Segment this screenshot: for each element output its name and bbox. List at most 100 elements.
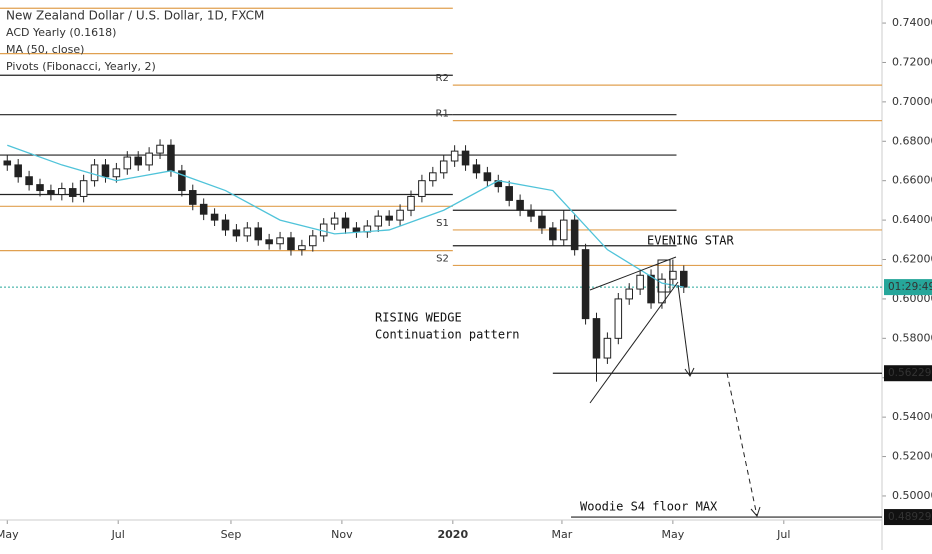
candle-body bbox=[341, 217, 350, 229]
annotation: Continuation pattern bbox=[375, 328, 520, 342]
candle-body bbox=[330, 217, 339, 225]
candle-body bbox=[439, 160, 448, 174]
pivot-label: S2 bbox=[436, 253, 449, 264]
candle-body bbox=[199, 203, 208, 215]
candle-body bbox=[68, 188, 77, 197]
x-tick-label: Mar bbox=[552, 528, 573, 541]
candle-body bbox=[221, 219, 230, 231]
candle-body bbox=[101, 164, 110, 178]
pivot-label: S1 bbox=[436, 218, 449, 229]
candle-body bbox=[407, 195, 415, 211]
arrow bbox=[677, 284, 691, 377]
y-tick-label: 0.50000 bbox=[892, 489, 932, 502]
price-tag bbox=[884, 279, 932, 296]
candle-body bbox=[276, 237, 284, 245]
candle-body bbox=[145, 152, 153, 166]
price-tag-label: 0.48929 bbox=[888, 511, 931, 523]
chart-title: New Zealand Dollar / U.S. Dollar, 1D, FX… bbox=[6, 9, 264, 23]
candle-body bbox=[352, 227, 361, 233]
pivot-label: R1 bbox=[436, 109, 449, 120]
arrow-head bbox=[750, 506, 761, 517]
candle-body bbox=[581, 249, 590, 320]
candle-body bbox=[254, 227, 263, 241]
price-tag-label: 0.56229 bbox=[888, 367, 931, 379]
arrow bbox=[726, 372, 758, 517]
candle-body bbox=[592, 318, 601, 359]
moving-average bbox=[7, 144, 684, 288]
candle-body bbox=[570, 219, 579, 251]
candle-body bbox=[680, 270, 688, 288]
candle-body bbox=[25, 176, 33, 186]
candle-body bbox=[298, 245, 306, 251]
candle-body bbox=[243, 227, 252, 237]
price-tag bbox=[884, 509, 932, 526]
price-tag bbox=[884, 365, 932, 382]
candle-body bbox=[461, 150, 470, 166]
candle-body bbox=[167, 144, 175, 172]
candle-body bbox=[112, 168, 121, 178]
candle-body bbox=[3, 160, 12, 166]
annotation: EVENING STAR bbox=[647, 234, 734, 248]
candle-body bbox=[188, 190, 197, 205]
wedge-line bbox=[589, 256, 677, 291]
candle-body bbox=[516, 199, 524, 211]
candle-body bbox=[429, 172, 437, 182]
indicator: ACD Yearly (0.1618) bbox=[6, 26, 116, 39]
x-tick-label: May bbox=[661, 528, 684, 541]
candle-body bbox=[527, 209, 535, 217]
candle-body bbox=[538, 215, 546, 229]
x-tick-label: Jul bbox=[776, 528, 790, 541]
indicator: Pivots (Fibonacci, Yearly, 2) bbox=[6, 60, 156, 73]
candle-body bbox=[625, 288, 633, 300]
candle-body bbox=[58, 188, 66, 195]
candle-body bbox=[309, 235, 317, 247]
candle-body bbox=[232, 229, 241, 237]
wedge-line bbox=[589, 281, 679, 404]
candle-body bbox=[14, 164, 22, 178]
candle-body bbox=[134, 156, 142, 166]
candle-body bbox=[123, 156, 132, 170]
x-tick-label: Jul bbox=[111, 528, 125, 541]
arrow-head bbox=[684, 367, 695, 377]
star-box bbox=[657, 259, 671, 293]
candle-body bbox=[614, 298, 623, 339]
candle-body bbox=[385, 215, 393, 221]
candle-body bbox=[658, 278, 666, 304]
x-tick-label: 2020 bbox=[438, 528, 469, 541]
pivot-label: R2 bbox=[436, 73, 449, 84]
candle-body bbox=[79, 180, 88, 197]
candle-body bbox=[36, 184, 44, 192]
annotation: RISING WEDGE bbox=[375, 311, 462, 325]
annotation: Woodie S4 floor MAX bbox=[580, 500, 718, 514]
candle-body bbox=[549, 227, 557, 241]
candle-body bbox=[559, 219, 568, 241]
price-tag-label: 01:29:49 bbox=[888, 281, 932, 293]
candle-body bbox=[669, 270, 677, 280]
indicator: MA (50, close) bbox=[6, 43, 84, 56]
drawings bbox=[589, 256, 761, 517]
candle-body bbox=[603, 337, 612, 359]
candle-body bbox=[265, 239, 273, 245]
candle-body bbox=[636, 274, 644, 290]
candle-body bbox=[418, 180, 426, 197]
candle-body bbox=[647, 274, 655, 304]
candle-body bbox=[47, 190, 55, 195]
candle-body bbox=[505, 186, 513, 201]
candle-body bbox=[178, 170, 186, 192]
candle-body bbox=[156, 144, 164, 154]
x-tick-label: Sep bbox=[221, 528, 242, 541]
candle-body bbox=[374, 215, 383, 227]
candle-body bbox=[90, 164, 99, 182]
candle-body bbox=[483, 172, 492, 182]
